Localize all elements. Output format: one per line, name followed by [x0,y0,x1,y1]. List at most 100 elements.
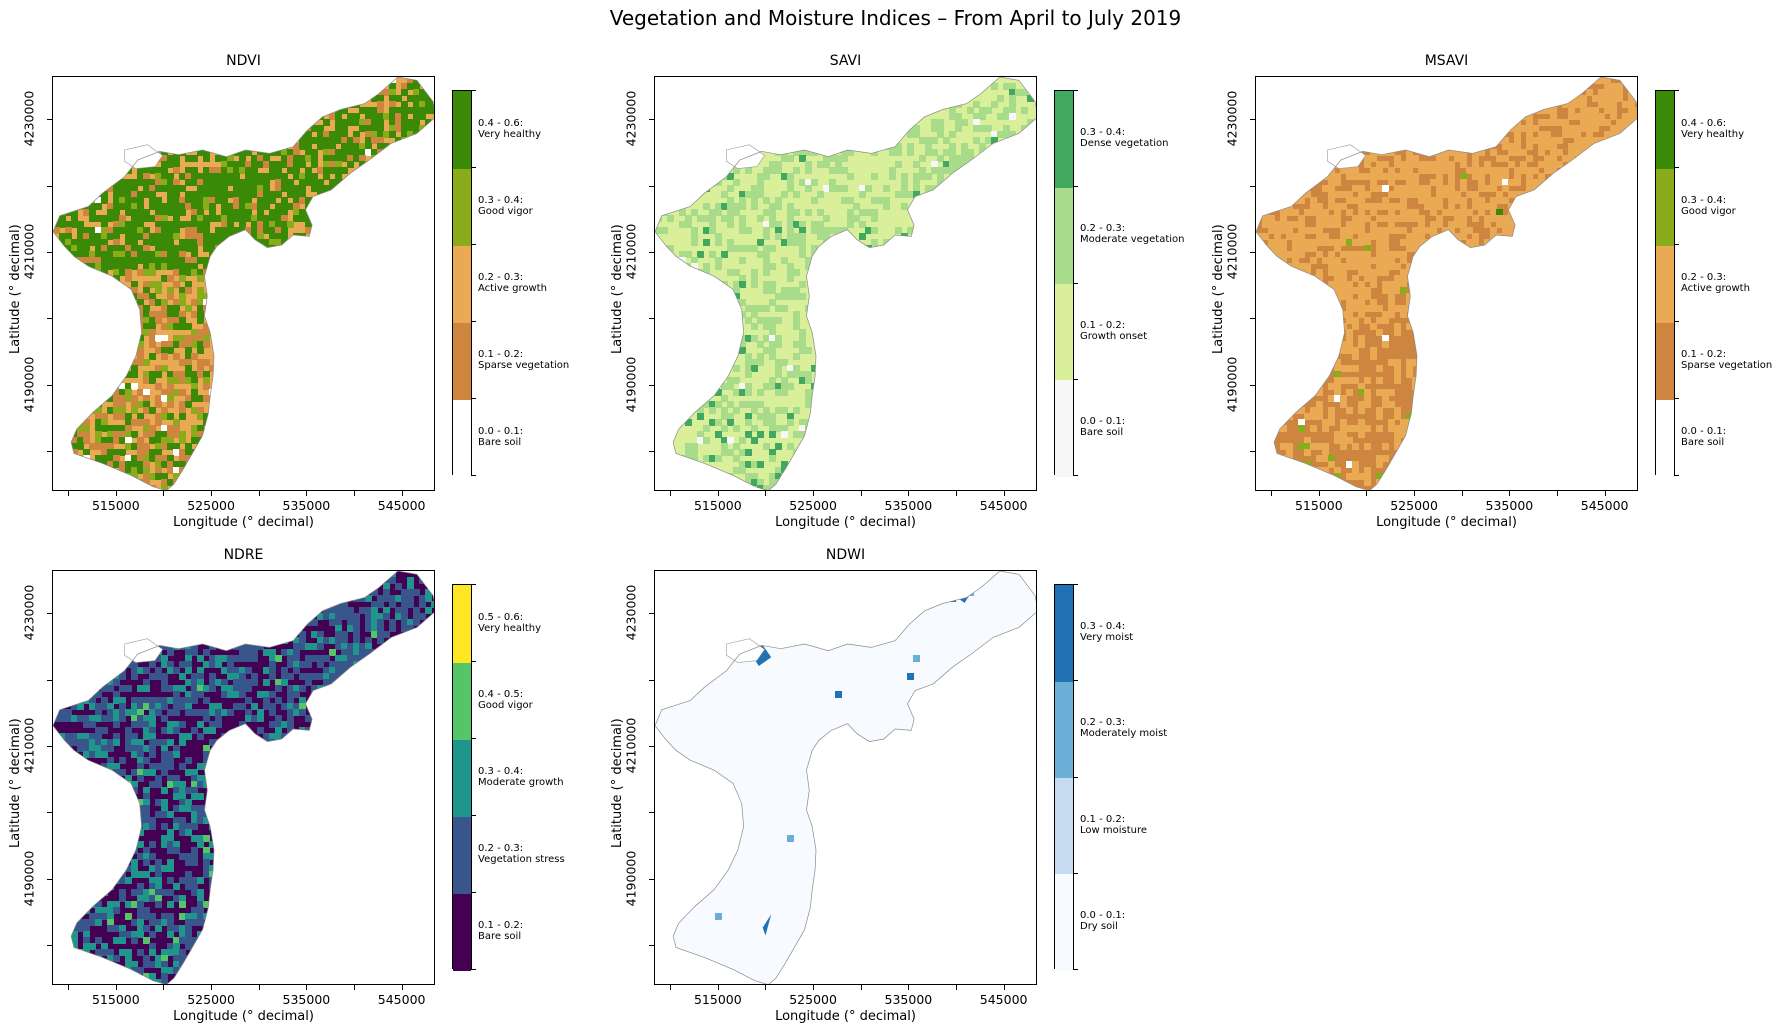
raster-cell [1021,389,1028,396]
raster-cell [293,389,300,396]
raster-cell [347,293,354,300]
raster-cell [179,485,186,490]
raster-cell [997,371,1004,378]
raster-cell [53,149,60,156]
raster-cell [793,269,800,276]
raster-cell [419,359,426,366]
raster-cell [239,443,246,450]
raster-cell [107,263,114,270]
raster-cell [389,89,396,96]
raster-cell [715,107,722,114]
raster-cell [841,419,848,426]
raster-cell [383,311,390,318]
colorbar-tick [1073,475,1078,476]
raster-cell [431,209,434,216]
raster-cell [1027,461,1034,468]
raster-cell [709,407,716,414]
raster-cell [371,395,378,402]
raster-cell [401,359,408,366]
raster-cell [113,245,120,252]
raster-cell [859,269,866,276]
raster-cell [71,221,78,228]
raster-cell [655,449,662,456]
raster-cell [185,479,192,486]
raster-cell [883,323,890,330]
raster-cell [769,323,776,330]
raster-cell [1027,119,1034,126]
raster-cell [131,239,138,246]
raster-cell [215,371,222,378]
raster-cell [757,413,764,420]
raster-cell [401,143,408,150]
raster-cell [77,323,84,330]
raster-cell [167,371,174,378]
raster-cell [65,449,72,456]
raster-cell [1003,167,1010,174]
raster-cell [991,83,998,90]
raster-cell [149,167,156,174]
raster-cell [287,473,294,480]
raster-cell [353,437,360,444]
raster-cell [709,323,716,330]
raster-cell [215,317,222,324]
raster-cell [185,101,192,108]
raster-cell [407,335,414,342]
raster-cell [305,227,312,234]
raster-cell [673,395,680,402]
raster-cell [239,161,246,168]
raster-cell [335,113,342,120]
raster-cell [991,251,998,258]
raster-cell [1021,395,1028,402]
raster-cell [389,155,396,162]
raster-cell [335,227,342,234]
raster-cell [173,377,180,384]
raster-cell [215,269,222,276]
raster-cell [431,251,434,258]
raster-cell [323,149,330,156]
raster-cell [83,239,90,246]
raster-cell [787,467,794,474]
raster-cell [113,317,120,324]
raster-cell [781,119,788,126]
raster-cell [413,377,420,384]
raster-cell [167,155,174,162]
raster-cell [137,95,144,102]
raster-cell [883,257,890,264]
raster-cell [353,377,360,384]
raster-cell [269,197,276,204]
raster-cell [215,119,222,126]
raster-cell [215,227,222,234]
raster-cell [323,245,330,252]
raster-cell [113,407,120,414]
raster-cell [889,77,896,84]
raster-cell [407,185,414,192]
raster-cell [985,245,992,252]
raster-cell [931,203,938,210]
raster-cell [985,341,992,348]
raster-cell [71,323,78,330]
raster-cell [383,449,390,456]
raster-cell [715,347,722,354]
raster-cell [239,389,246,396]
raster-cell [739,191,746,198]
raster-cell [395,347,402,354]
raster-cell [389,191,396,198]
raster-cell [197,341,204,348]
raster-cell [895,407,902,414]
raster-cell [703,437,710,444]
raster-cell [89,137,96,144]
raster-cell [925,101,932,108]
raster-cell [233,125,240,132]
raster-cell [53,455,60,462]
raster-cell [173,233,180,240]
raster-cell [871,119,878,126]
raster-cell [263,281,270,288]
raster-cell [739,347,746,354]
raster-cell [419,461,426,468]
raster-cell [1009,293,1016,300]
raster-cell [95,407,102,414]
raster-cell [71,353,78,360]
raster-cell [997,425,1004,432]
raster-cell [347,113,354,120]
raster-cell [799,239,806,246]
